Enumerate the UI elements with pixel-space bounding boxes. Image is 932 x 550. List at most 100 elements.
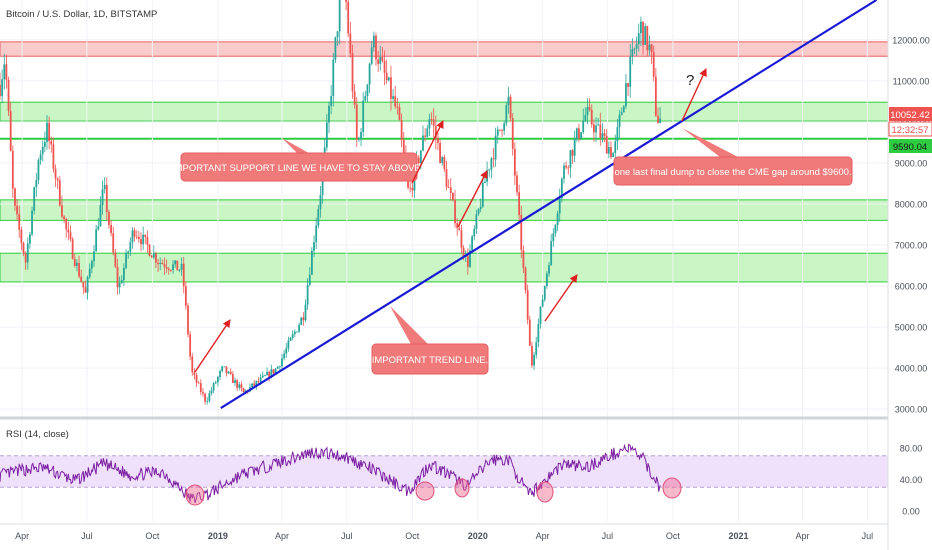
candle-down bbox=[52, 144, 55, 169]
candle-down bbox=[443, 157, 446, 170]
price-tick-label: 8000.00 bbox=[895, 199, 928, 209]
candle-down bbox=[571, 150, 574, 156]
candle-down bbox=[454, 199, 456, 224]
support-callout[interactable]: IMPORTANT SUPPORT LINE WE HAVE TO STAY A… bbox=[172, 138, 426, 182]
candle-up bbox=[206, 400, 209, 402]
candle-down bbox=[161, 262, 164, 265]
candle-up bbox=[477, 209, 480, 215]
candle-down bbox=[390, 77, 392, 99]
question-mark: ? bbox=[686, 72, 694, 89]
rsi-tick-label: 40.00 bbox=[900, 475, 923, 485]
candle-up bbox=[174, 260, 177, 265]
candle-up bbox=[1, 79, 4, 97]
time-tick-label: Apr bbox=[275, 531, 289, 541]
rsi-tick-label: 80.00 bbox=[900, 443, 923, 453]
candle-up bbox=[315, 225, 318, 243]
price-tick-label: 12000.00 bbox=[892, 35, 930, 45]
candle-up bbox=[419, 150, 422, 164]
candle-up bbox=[123, 267, 125, 281]
zone-green-3 bbox=[0, 252, 889, 283]
candle-up bbox=[379, 57, 382, 64]
rsi-low-circle-5 bbox=[662, 477, 682, 499]
arrow-annotations bbox=[194, 68, 707, 373]
candle-up bbox=[372, 35, 375, 48]
time-axis[interactable]: Apr Jul Oct 2019 Apr Jul Oct 2020 Apr Jul Oct 2021 A… bbox=[0, 523, 888, 541]
candle-down bbox=[240, 384, 243, 389]
candle-up bbox=[644, 26, 647, 45]
candle-down bbox=[242, 388, 245, 393]
candle-up bbox=[607, 147, 610, 154]
candle-down bbox=[396, 106, 399, 108]
rsi-tick-label: 0.00 bbox=[902, 507, 920, 517]
candle-down bbox=[225, 366, 228, 374]
candle-up bbox=[616, 127, 619, 142]
cme-callout[interactable]: one last final dump to close the CME gap… bbox=[613, 128, 853, 186]
candle-up bbox=[507, 96, 510, 106]
candle-up bbox=[212, 383, 215, 391]
candle-up bbox=[125, 253, 127, 268]
candle-up bbox=[614, 141, 617, 154]
trend-callout[interactable]: IMPORTANT TREND LINE. bbox=[371, 306, 489, 375]
candle-up bbox=[308, 274, 311, 285]
candle-up bbox=[539, 306, 542, 324]
candle-up bbox=[43, 142, 46, 147]
candle-up bbox=[219, 371, 221, 378]
candle-up bbox=[563, 165, 565, 179]
candle-up bbox=[580, 132, 582, 139]
candle-down bbox=[509, 96, 512, 119]
candle-up bbox=[503, 123, 506, 131]
candle-up bbox=[274, 368, 277, 374]
rsi-band bbox=[0, 455, 888, 488]
candle-up bbox=[93, 251, 95, 262]
price-tick-label: 3000.00 bbox=[895, 405, 928, 415]
candle-down bbox=[184, 286, 187, 306]
candle-down bbox=[394, 96, 397, 107]
candle-down bbox=[400, 119, 403, 140]
rsi-axis-ticks: 0.00 40.00 80.00 bbox=[900, 443, 923, 516]
candle-down bbox=[54, 168, 57, 179]
candle-down bbox=[646, 26, 649, 51]
candle-up bbox=[319, 194, 322, 210]
candle-down bbox=[20, 229, 23, 243]
support-callout-text: IMPORTANT SUPPORT LINE WE HAVE TO STAY A… bbox=[172, 163, 426, 174]
candle-down bbox=[381, 57, 384, 61]
arrow-up-2 bbox=[411, 120, 444, 184]
candle-down bbox=[204, 393, 206, 402]
candle-up bbox=[484, 181, 486, 183]
time-tick-label: 2020 bbox=[468, 531, 488, 541]
candle-down bbox=[526, 290, 529, 320]
candle-up bbox=[285, 348, 288, 354]
candle-up bbox=[289, 337, 292, 341]
trend-line[interactable] bbox=[220, 0, 878, 409]
candle-up bbox=[545, 273, 548, 287]
candle-down bbox=[603, 133, 606, 136]
candle-up bbox=[255, 381, 258, 386]
candle-down bbox=[189, 334, 192, 357]
candle-down bbox=[14, 188, 16, 206]
candle-down bbox=[50, 141, 53, 145]
candle-down bbox=[65, 218, 68, 230]
candle-down bbox=[61, 205, 63, 217]
candle-down bbox=[63, 216, 65, 219]
candle-up bbox=[208, 393, 211, 401]
time-tick-label: Jul bbox=[81, 531, 93, 541]
candle-down bbox=[432, 119, 435, 126]
candle-up bbox=[214, 382, 217, 384]
last-price-text: 10052.42 bbox=[890, 110, 930, 121]
candle-down bbox=[402, 139, 405, 157]
candle-up bbox=[306, 284, 309, 305]
arrow-up-4 bbox=[544, 274, 578, 322]
price-axis[interactable]: 3000.00 4000.00 5000.00 6000.00 7000.00 8000.… bbox=[887, 0, 932, 550]
candle-up bbox=[46, 122, 48, 143]
cme-callout-pointer bbox=[682, 128, 738, 157]
main-pane[interactable]: IMPORTANT SUPPORT LINE WE HAVE TO STAY A… bbox=[0, 0, 889, 522]
candle-down bbox=[112, 233, 115, 253]
rsi-pane[interactable]: RSI (14, close) bbox=[0, 429, 888, 506]
candle-up bbox=[37, 160, 40, 180]
candle-down bbox=[176, 260, 179, 271]
candle-up bbox=[99, 205, 102, 227]
candle-up bbox=[533, 354, 535, 366]
candle-up bbox=[127, 251, 130, 254]
candle-down bbox=[456, 223, 459, 229]
